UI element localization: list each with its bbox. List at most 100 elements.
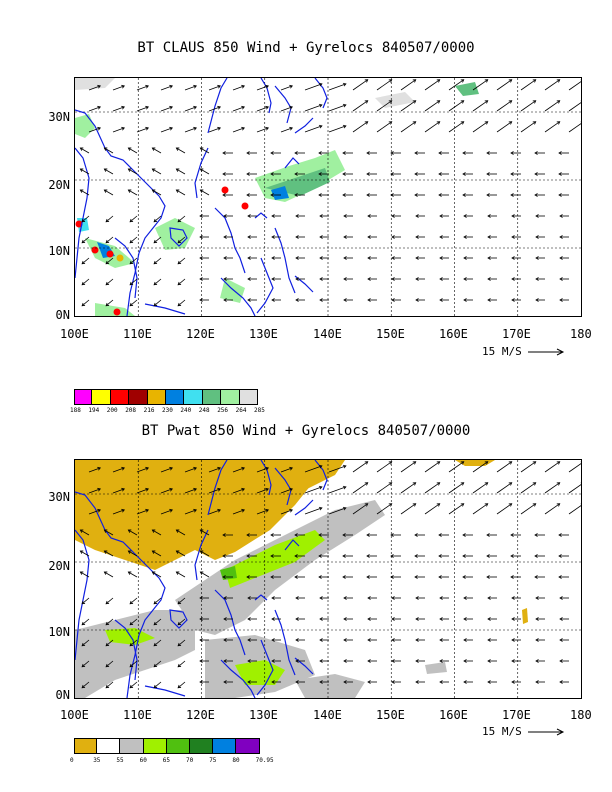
wind-arrow [177, 215, 186, 223]
wind-arrowhead [559, 277, 563, 281]
wind-arrowhead [343, 680, 347, 684]
wind-arrowhead [153, 302, 158, 307]
wind-arrow [496, 461, 512, 473]
wind-arrowhead [415, 596, 419, 600]
wind-arrowhead [318, 554, 322, 558]
wind-arrowhead [319, 277, 323, 281]
wind-arrow [424, 100, 440, 112]
wind-arrow [208, 488, 221, 494]
wind-arrowhead [391, 214, 395, 218]
wind-arrow [472, 79, 488, 91]
wind-arrowhead [223, 638, 227, 642]
panel2-colorbar-label: 0 [70, 757, 74, 764]
wind-arrow [129, 215, 138, 223]
wind-arrow [544, 461, 560, 473]
wind-arrowhead [145, 508, 150, 513]
wind-arrow [128, 147, 138, 154]
wind-arrow [160, 467, 173, 473]
wind-arrowhead [462, 575, 466, 579]
wind-arrowhead [265, 84, 270, 89]
wind-arrowhead [271, 659, 275, 663]
panel2-xlabel-130e: 130E [249, 708, 278, 722]
wind-arrowhead [247, 659, 251, 663]
coastline [144, 303, 186, 315]
wind-arrowhead [364, 100, 369, 104]
wind-arrow [105, 278, 114, 286]
panel1-colorbar-swatch [129, 389, 148, 405]
panel1-colorbar-label: 285 [254, 407, 265, 414]
wind-arrow [88, 106, 101, 112]
wind-arrow [184, 509, 197, 515]
cloud-contour [155, 218, 195, 250]
wind-arrow [496, 79, 512, 91]
panel1-colorbar-label: 208 [125, 407, 137, 414]
pwat-contour [425, 662, 447, 674]
wind-arrowhead [463, 235, 467, 239]
wind-arrowhead [460, 461, 465, 465]
panel1-colorbar-label: 256 [217, 407, 229, 414]
wind-arrow [256, 467, 269, 473]
panel1-scale-arrow [528, 348, 565, 356]
pwat-contour [75, 460, 325, 570]
wind-arrowhead [295, 214, 299, 218]
wind-arrow [153, 597, 162, 605]
wind-arrowhead [391, 235, 395, 239]
wind-arrowhead [223, 298, 227, 302]
wind-arrowhead [535, 659, 539, 663]
coastline [284, 539, 300, 551]
wind-arrowhead [153, 600, 158, 605]
wind-arrowhead [199, 298, 203, 302]
wind-arrowhead [270, 193, 274, 197]
wind-arrow [232, 488, 245, 494]
wind-arrowhead [79, 189, 84, 193]
wind-arrowhead [532, 503, 537, 507]
wind-arrow [177, 236, 186, 244]
wind-arrowhead [247, 256, 251, 260]
wind-arrowhead [391, 680, 395, 684]
wind-arrowhead [151, 147, 156, 151]
wind-arrowhead [414, 172, 418, 176]
wind-arrowhead [319, 298, 323, 302]
wind-arrowhead [463, 277, 467, 281]
wind-arrowhead [558, 533, 562, 537]
wind-arrowhead [175, 529, 180, 533]
wind-arrow [448, 100, 464, 112]
wind-arrow [80, 189, 90, 196]
panel1-colorbar-label: 240 [180, 407, 192, 414]
wind-arrowhead [223, 214, 227, 218]
panel2-xlabel-170e: 170E [502, 708, 531, 722]
wind-arrow [129, 236, 138, 244]
wind-arrowhead [246, 554, 250, 558]
wind-arrowhead [534, 151, 538, 155]
panel2-scale-arrow [528, 728, 565, 736]
coastline [194, 529, 209, 581]
wind-arrow [496, 100, 512, 112]
panel2-colorbar-label: 75 [209, 757, 217, 764]
wind-arrowhead [439, 256, 443, 260]
wind-arrowhead [81, 281, 86, 286]
wind-arrowhead [343, 596, 347, 600]
wind-arrow [520, 121, 536, 133]
wind-arrowhead [295, 235, 299, 239]
wind-arrow [105, 236, 114, 244]
wind-arrow [568, 81, 581, 91]
wind-arrowhead [486, 172, 490, 176]
panel1-colorbar-label: 264 [235, 407, 247, 414]
wind-arrow [152, 189, 162, 196]
wind-arrowhead [319, 638, 323, 642]
wind-arrowhead [247, 235, 251, 239]
wind-arrowhead [169, 84, 174, 89]
wind-arrow [328, 465, 347, 473]
wind-arrowhead [484, 121, 489, 125]
wind-arrowhead [414, 151, 418, 155]
wind-arrowhead [486, 533, 490, 537]
wind-arrowhead [367, 298, 371, 302]
wind-arrowhead [343, 617, 347, 621]
wind-arrow [112, 127, 125, 133]
panel1-xlabel-130e: 130E [249, 327, 278, 341]
wind-arrowhead [367, 617, 371, 621]
wind-arrowhead [270, 554, 274, 558]
wind-arrowhead [169, 126, 174, 131]
wind-arrowhead [151, 168, 156, 172]
wind-arrowhead [439, 617, 443, 621]
